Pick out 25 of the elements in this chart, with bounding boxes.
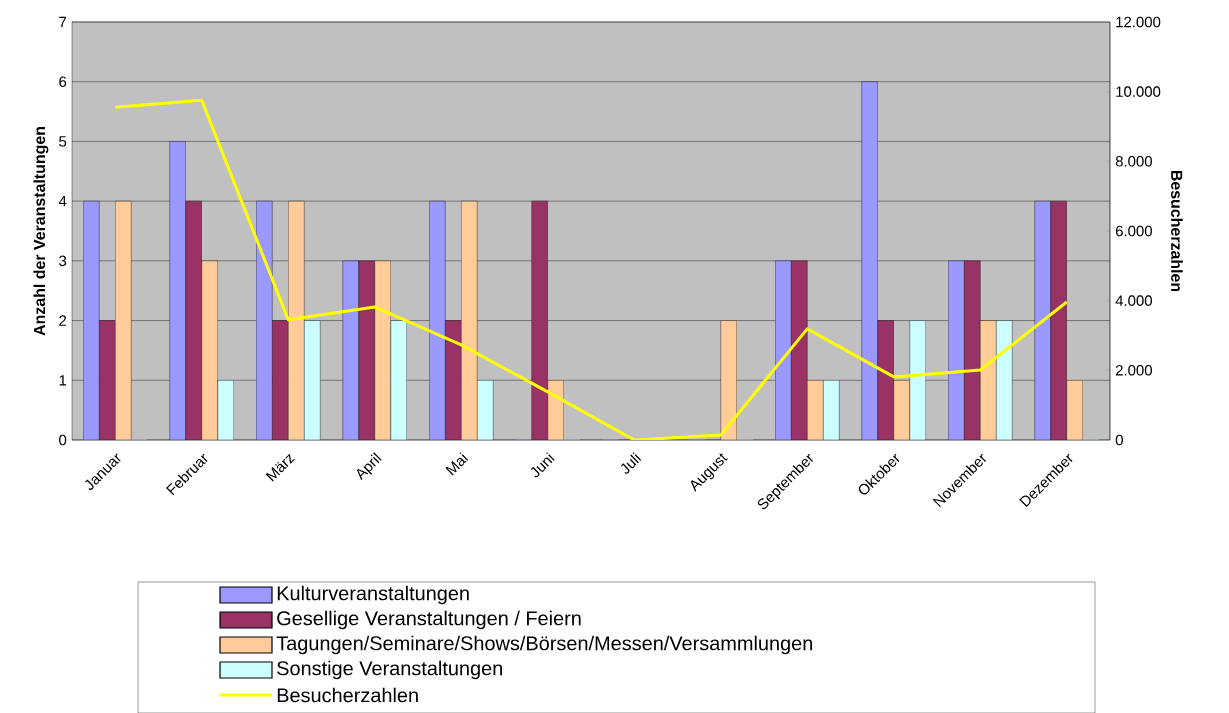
y2-tick-label: 12.000 <box>1116 16 1161 28</box>
y2-tick-label: 0 <box>1115 434 1123 446</box>
x-tick-label: Juli <box>620 452 642 474</box>
y-tick-label: 7 <box>59 16 67 28</box>
line-series <box>113 98 1069 440</box>
legend-label: Sonstige Veranstaltungen <box>277 660 502 680</box>
y-tick-label: 2 <box>59 315 67 326</box>
y-tick-label: 0 <box>59 434 67 446</box>
legend-label: Gesellige Veranstaltungen / Feiern <box>277 610 581 630</box>
x-tick-label: Mai <box>445 452 469 476</box>
y2-tick-label: 8.000 <box>1115 156 1152 167</box>
legend-label: Besucherzahlen <box>277 687 418 703</box>
y2-tick-label: 4.000 <box>1115 295 1152 306</box>
y-tick-label: 3 <box>59 255 67 267</box>
legend-label: Tagungen/Seminare/Shows/Börsen/Messen/Versammlungen <box>276 635 813 655</box>
y-tick-label: 6 <box>59 76 67 87</box>
y2-axis-title: Besucherzahlen <box>1171 170 1183 292</box>
y-tick-label: 1 <box>59 375 67 386</box>
y2-tick-label: 10.000 <box>1116 86 1161 97</box>
y2-tick-label: 6.000 <box>1115 225 1152 237</box>
y-tick-label: 4 <box>58 195 67 207</box>
y-tick-label: 5 <box>59 136 67 147</box>
legend-label: Kulturveranstaltungen <box>277 585 469 605</box>
y2-tick-label: 2.000 <box>1115 365 1152 376</box>
y-axis-title: Anzahl der Veranstaltungen <box>33 127 49 336</box>
